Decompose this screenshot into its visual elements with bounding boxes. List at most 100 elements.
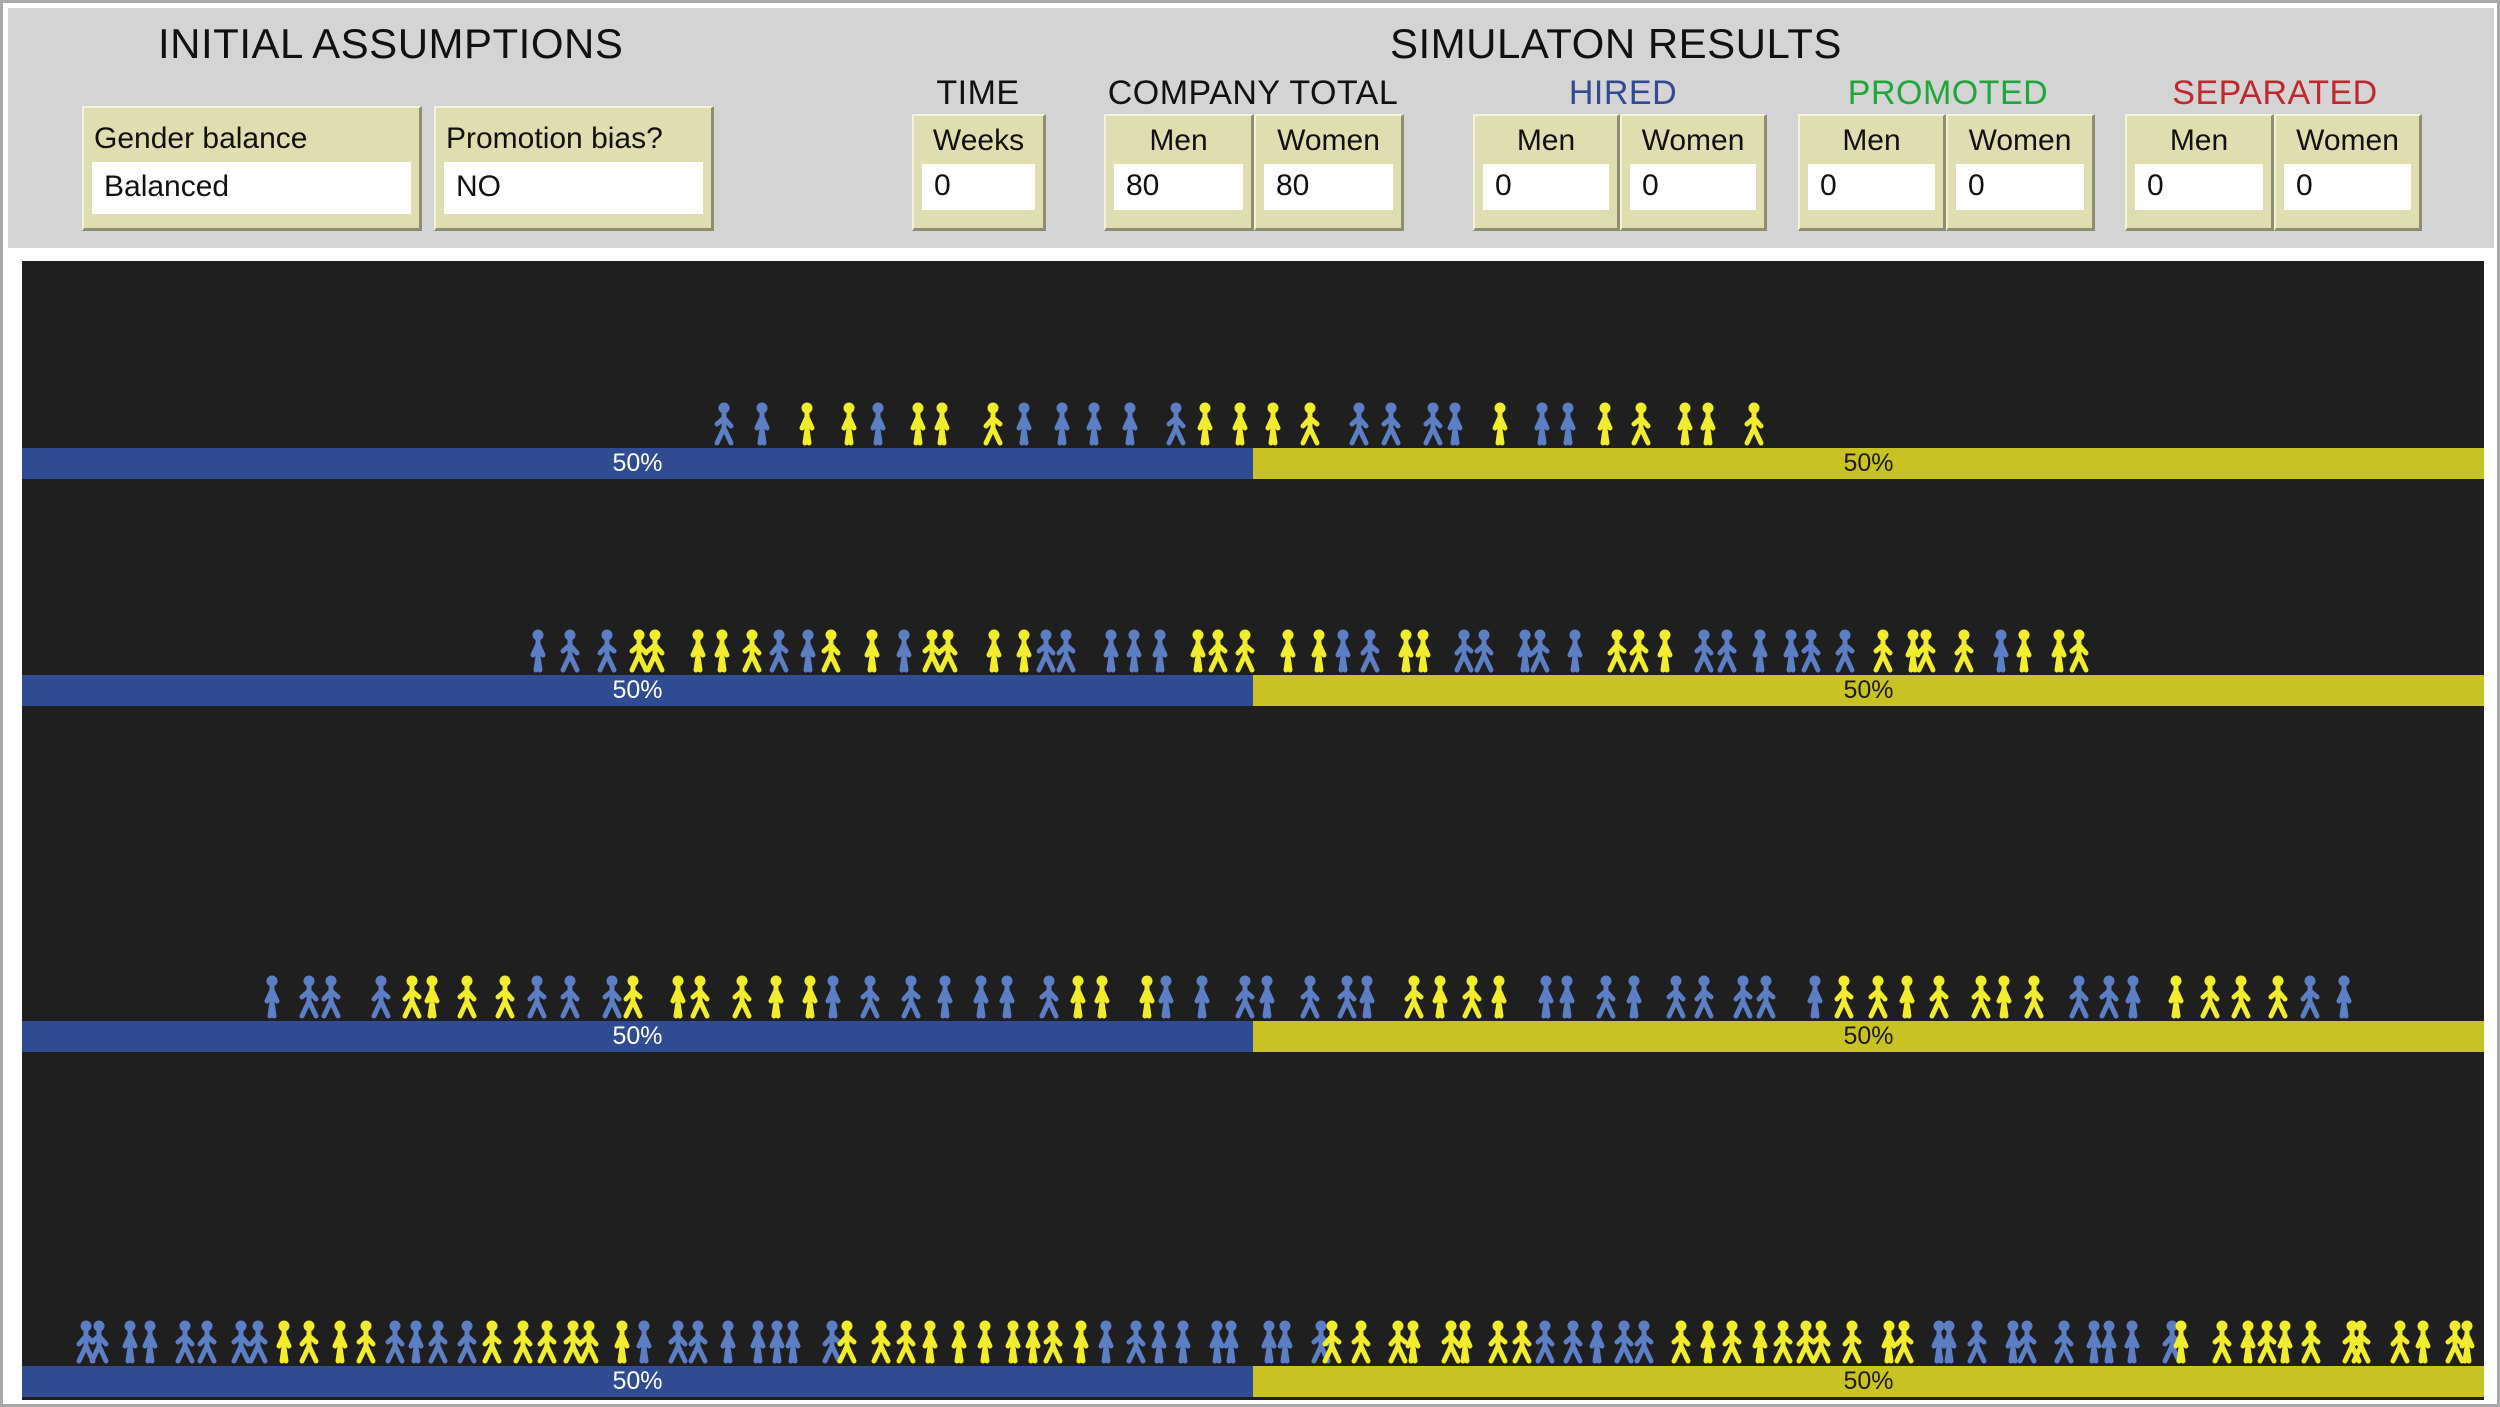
time-group-label: TIME	[936, 74, 1020, 112]
woman-agent	[2016, 629, 2032, 673]
man-agent	[231, 1320, 251, 1364]
man-agent	[2101, 1320, 2117, 1364]
woman-agent	[1954, 629, 1974, 673]
gender-balance-label: Gender balance	[94, 122, 308, 155]
woman-agent	[2200, 975, 2220, 1019]
level-4-women-share: 50%	[1253, 1366, 2484, 1397]
woman-agent	[1043, 1320, 1063, 1364]
man-agent	[457, 1320, 477, 1364]
man-agent	[1056, 629, 1076, 673]
man-agent	[1054, 402, 1070, 446]
woman-agent	[1873, 629, 1893, 673]
separated-men-label: Men	[2169, 124, 2229, 157]
man-agent	[2005, 1320, 2021, 1364]
woman-agent	[1929, 975, 1949, 1019]
man-agent	[2336, 975, 2352, 1019]
woman-agent	[2168, 975, 2184, 1019]
woman-agent	[1773, 1320, 1793, 1364]
man-agent	[636, 1320, 652, 1364]
woman-agent	[670, 975, 686, 1019]
woman-agent	[332, 1320, 348, 1364]
man-agent	[1634, 1320, 1654, 1364]
woman-agent	[1899, 975, 1915, 1019]
man-agent	[1694, 975, 1714, 1019]
woman-agent	[2069, 629, 2089, 673]
man-agent	[1194, 975, 1210, 1019]
man-agent	[1259, 975, 1275, 1019]
man-agent	[1151, 1320, 1167, 1364]
level-2-bar: 50% 50%	[22, 675, 2484, 706]
woman-agent	[732, 975, 752, 1019]
woman-agent	[645, 629, 665, 673]
woman-agent	[896, 1320, 916, 1364]
woman-agent	[951, 1320, 967, 1364]
gender-balance-value[interactable]: Balanced	[92, 162, 411, 214]
man-agent	[1381, 402, 1401, 446]
woman-agent	[922, 1320, 938, 1364]
promoted-men-label: Men	[1842, 124, 1901, 157]
level-1-men-share: 50%	[22, 448, 1253, 479]
woman-agent	[1025, 1320, 1041, 1364]
woman-agent	[821, 629, 841, 673]
promotion-bias-value[interactable]: NO	[444, 162, 703, 214]
simulation-world-view[interactable]: 50% 50% 50% 50% 50% 50% 50% 50%	[22, 261, 2484, 1400]
weeks-value: 0	[922, 164, 1035, 210]
woman-agent	[2351, 1320, 2371, 1364]
woman-agent	[623, 975, 643, 1019]
man-agent	[1423, 402, 1443, 446]
woman-agent	[1488, 1320, 1508, 1364]
hired-women-monitor: Women 0	[1620, 114, 1767, 231]
promotion-bias-chooser[interactable]: Promotion bias? NO	[434, 106, 714, 231]
woman-agent	[1311, 629, 1327, 673]
woman-agent	[1722, 1320, 1742, 1364]
man-agent	[527, 975, 547, 1019]
man-agent	[1086, 402, 1102, 446]
woman-agent	[1700, 1320, 1716, 1364]
man-agent	[560, 629, 580, 673]
woman-agent	[1265, 402, 1281, 446]
promoted-group-label: PROMOTED	[1847, 74, 2049, 112]
woman-agent	[986, 629, 1002, 673]
woman-agent	[2268, 975, 2288, 1019]
man-agent	[371, 975, 391, 1019]
woman-agent	[614, 1320, 630, 1364]
man-agent	[1152, 629, 1168, 673]
man-agent	[1300, 975, 1320, 1019]
woman-agent	[1016, 629, 1032, 673]
man-agent	[408, 1320, 424, 1364]
woman-agent	[910, 402, 926, 446]
woman-agent	[2445, 1320, 2465, 1364]
woman-agent	[983, 402, 1003, 446]
man-agent	[2300, 975, 2320, 1019]
man-agent	[1535, 1320, 1555, 1364]
weeks-label: Weeks	[932, 124, 1025, 157]
man-agent	[1752, 629, 1768, 673]
man-agent	[822, 1320, 842, 1364]
man-agent	[1158, 975, 1174, 1019]
woman-agent	[1631, 402, 1651, 446]
man-agent	[1016, 402, 1032, 446]
man-agent	[1349, 402, 1369, 446]
woman-agent	[1415, 629, 1431, 673]
woman-agent	[2212, 1320, 2232, 1364]
woman-agent	[1322, 1320, 1342, 1364]
man-agent	[1447, 402, 1463, 446]
man-agent	[1126, 1320, 1146, 1364]
man-agent	[1534, 402, 1550, 446]
man-agent	[714, 402, 734, 446]
woman-agent	[1657, 629, 1673, 673]
man-agent	[1337, 975, 1357, 1019]
woman-agent	[629, 629, 649, 673]
woman-agent	[977, 1320, 993, 1364]
man-agent	[1359, 975, 1375, 1019]
man-agent	[1801, 629, 1821, 673]
woman-agent	[768, 975, 784, 1019]
man-agent	[175, 1320, 195, 1364]
woman-agent	[482, 1320, 502, 1364]
man-agent	[76, 1320, 96, 1364]
gender-balance-chooser[interactable]: Gender balance Balanced	[82, 106, 422, 231]
woman-agent	[356, 1320, 376, 1364]
man-agent	[1474, 629, 1494, 673]
woman-agent	[2024, 975, 2044, 1019]
woman-agent	[841, 402, 857, 446]
